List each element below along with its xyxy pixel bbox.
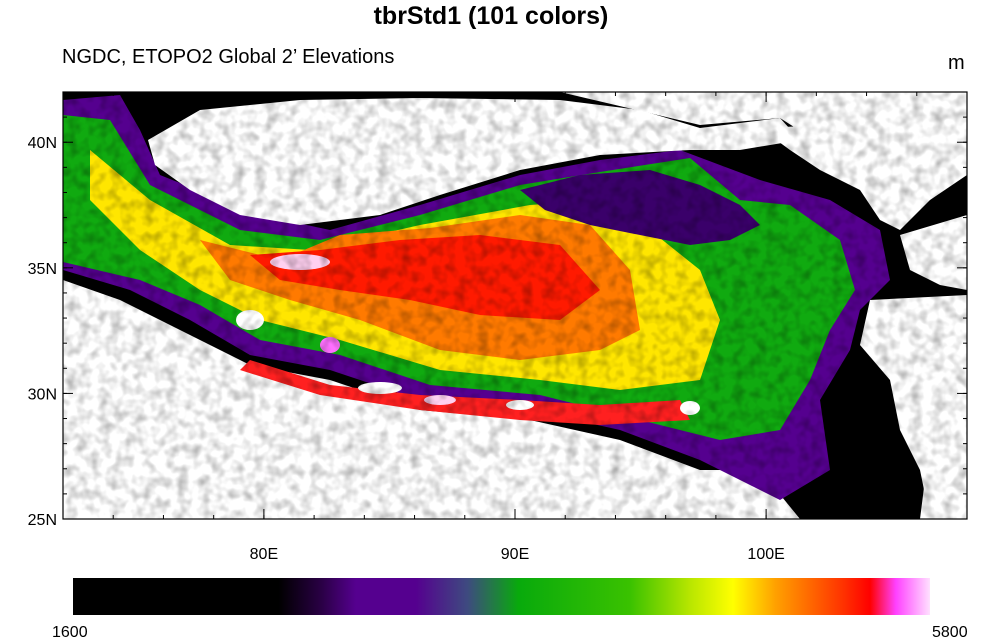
colorbar-max-label: 5800 <box>932 624 968 641</box>
y-tick-label: 30N <box>28 386 57 403</box>
terrain-layer <box>63 92 967 519</box>
units-label: m <box>948 52 965 74</box>
x-tick-label: 80E <box>250 546 278 563</box>
colorbar-min-label: 1600 <box>52 624 88 641</box>
x-tick-label: 90E <box>501 546 529 563</box>
y-tick-label: 35N <box>28 261 57 278</box>
x-tick-label: 100E <box>747 546 784 563</box>
chart-subtitle: NGDC, ETOPO2 Global 2’ Elevations <box>62 46 395 68</box>
colorbar <box>73 578 930 615</box>
axis-ticks: 80E 90E 100E 40N 35N 30N 25N <box>28 91 968 563</box>
y-tick-label: 25N <box>28 512 57 529</box>
chart-title: tbrStd1 (101 colors) <box>373 2 609 30</box>
terrain-texture <box>63 92 967 519</box>
y-tick-label: 40N <box>28 135 57 152</box>
